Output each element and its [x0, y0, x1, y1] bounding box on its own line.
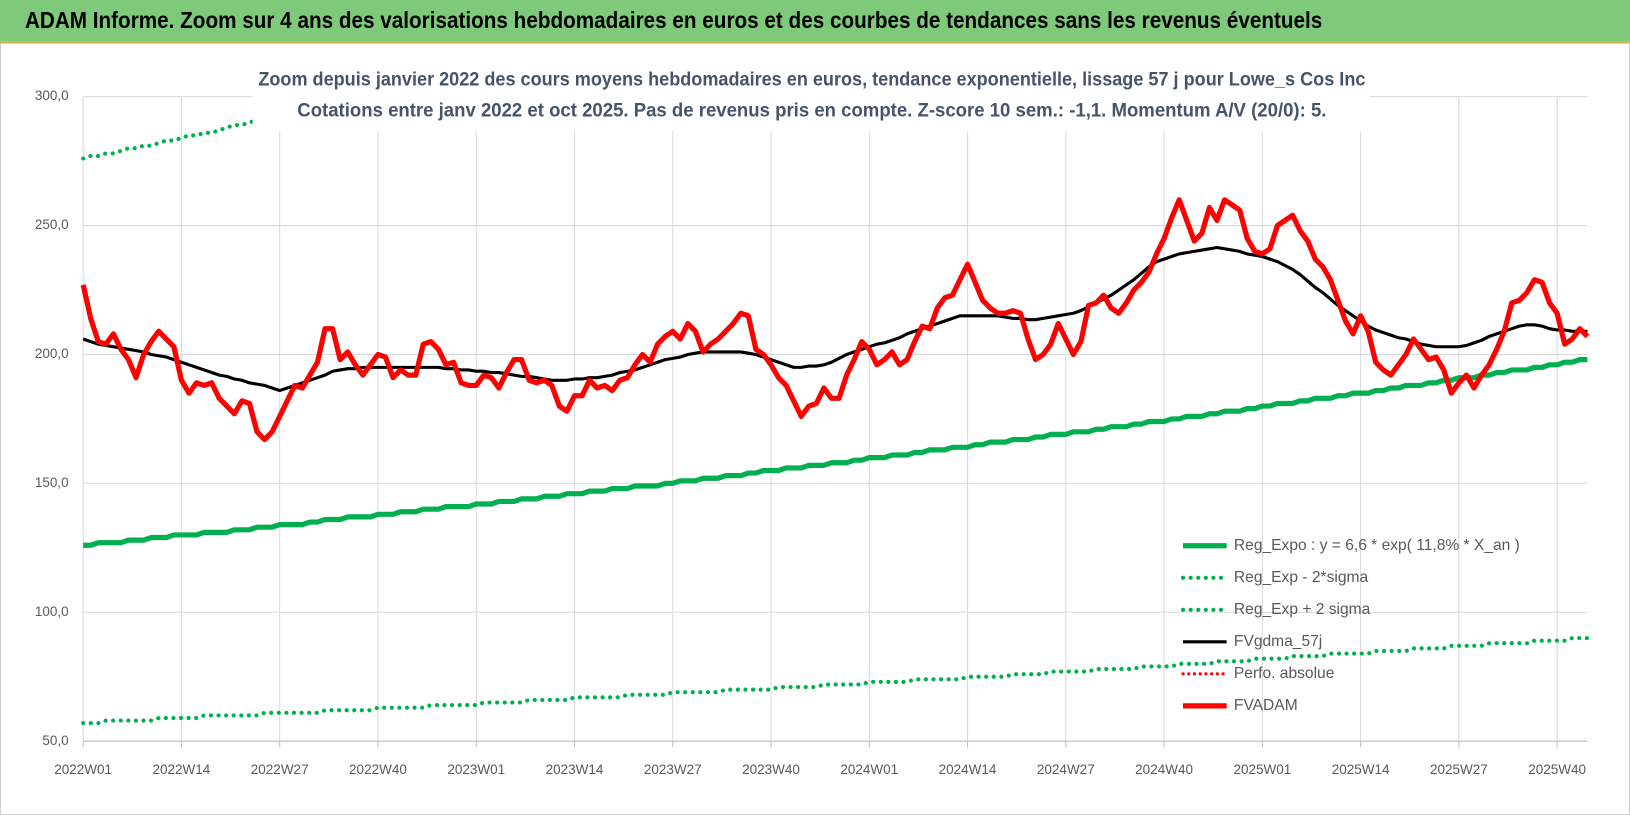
legend-label: FVgdma_57j — [1234, 633, 1322, 650]
y-tick-label: 300,0 — [35, 88, 69, 103]
series-line — [80, 197, 1590, 443]
x-tick-label: 2022W01 — [54, 762, 112, 777]
header-rule — [0, 41, 1630, 44]
x-tick-label: 2025W14 — [1332, 762, 1390, 777]
x-tick-label: 2024W14 — [939, 762, 997, 777]
x-tick-label: 2023W40 — [742, 762, 800, 777]
legend-label: FVADAM — [1234, 697, 1298, 714]
x-tick-label: 2024W01 — [840, 762, 898, 777]
legend-label: Perfo. absolue — [1234, 665, 1334, 682]
x-tick-label: 2022W40 — [349, 762, 407, 777]
x-tick-label: 2024W27 — [1037, 762, 1095, 777]
chart-subtitle: Cotations entre janv 2022 et oct 2025. P… — [297, 99, 1326, 121]
chart-title: Zoom depuis janvier 2022 des cours moyen… — [258, 68, 1365, 90]
x-tick-label: 2023W14 — [546, 762, 604, 777]
y-tick-label: 250,0 — [35, 217, 69, 232]
header-title: ADAM Informe. Zoom sur 4 ans des valoris… — [25, 7, 1322, 33]
x-tick-label: 2022W14 — [153, 762, 211, 777]
x-tick-label: 2023W01 — [447, 762, 505, 777]
legend: Reg_Expo : y = 6,6 * exp( 11,8% * X_an )… — [1180, 537, 1520, 714]
x-tick-label: 2025W40 — [1528, 762, 1586, 777]
title-box — [252, 62, 1371, 131]
header-band — [0, 0, 1630, 42]
y-tick-label: 150,0 — [35, 475, 69, 490]
legend-label: Reg_Expo : y = 6,6 * exp( 11,8% * X_an ) — [1234, 537, 1520, 554]
y-tick-label: 50,0 — [42, 733, 68, 748]
legend-label: Reg_Exp - 2*sigma — [1234, 569, 1369, 586]
series-line — [81, 635, 1590, 726]
y-tick-label: 200,0 — [35, 346, 69, 361]
x-tick-label: 2025W01 — [1233, 762, 1291, 777]
y-tick-label: 100,0 — [35, 604, 69, 619]
legend-label: Reg_Exp + 2 sigma — [1234, 601, 1371, 618]
axes: 50,0 100,0 150,0 200,0 250,0 300,0 2022W01 2022… — [35, 88, 1588, 777]
x-tick-label: 2023W27 — [644, 762, 702, 777]
series-line — [83, 357, 1588, 548]
x-tick-label: 2024W40 — [1135, 762, 1193, 777]
x-tick-label: 2022W27 — [251, 762, 309, 777]
x-tick-label: 2025W27 — [1430, 762, 1488, 777]
